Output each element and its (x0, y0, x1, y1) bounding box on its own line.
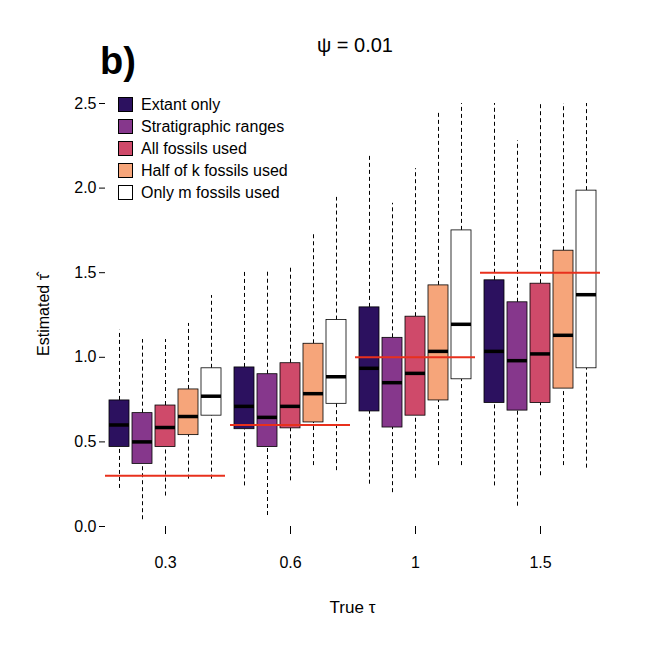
html-text:Stratigraphic ranges: Stratigraphic ranges (141, 118, 285, 135)
html-text:Estimated τ̂: Estimated τ̂ (35, 274, 52, 356)
svg-text:0.5: 0.5 (74, 433, 96, 450)
svg-text:0.0: 0.0 (74, 518, 96, 535)
html-text:b): b) (100, 40, 136, 82)
svg-text:0.3: 0.3 (154, 554, 176, 571)
html-text:Extant only: Extant only (141, 96, 221, 113)
svg-text:2.0: 2.0 (74, 179, 96, 196)
svg-text:1.5: 1.5 (74, 264, 96, 281)
html-text:True τ: True τ (329, 598, 376, 617)
html-text:Only m fossils used: Only m fossils used (141, 184, 280, 201)
svg-text:1.5: 1.5 (529, 554, 551, 571)
html-text:Half of k fossils used: Half of k fossils used (141, 162, 288, 179)
svg-text:0.6: 0.6 (279, 554, 301, 571)
svg-text:1.0: 1.0 (74, 348, 96, 365)
html-text:All fossils used: All fossils used (141, 140, 247, 157)
html-text:ψ = 0.01: ψ = 0.01 (317, 34, 393, 56)
svg-text:1: 1 (411, 554, 420, 571)
svg-text:2.5: 2.5 (74, 95, 96, 112)
